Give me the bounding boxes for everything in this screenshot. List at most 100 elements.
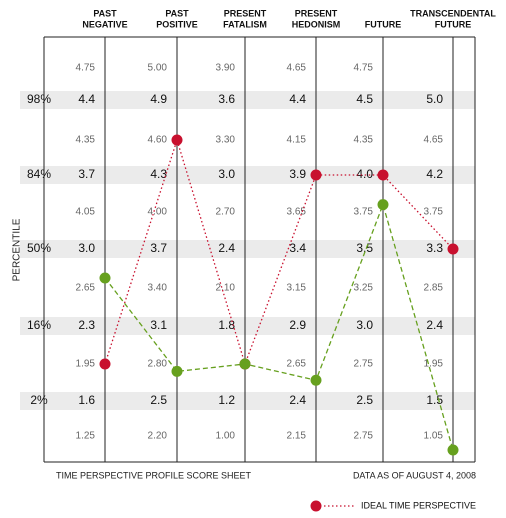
series-dot xyxy=(310,374,322,386)
column-header: FUTURE xyxy=(365,19,402,29)
tick-label: 1.05 xyxy=(424,431,444,442)
tick-label: 3.3 xyxy=(426,241,443,255)
tick-label: 1.00 xyxy=(216,431,236,442)
percentile-band xyxy=(20,317,475,335)
percentile-label: 2% xyxy=(30,393,48,407)
tick-label: 1.95 xyxy=(76,359,96,370)
series-dot xyxy=(310,169,322,181)
tick-label: 1.95 xyxy=(424,359,444,370)
legend-dot xyxy=(310,500,322,512)
percentile-band xyxy=(20,91,475,109)
series-dot xyxy=(377,169,389,181)
tick-label: 4.0 xyxy=(356,167,373,181)
series-dot xyxy=(171,134,183,146)
percentile-label: 84% xyxy=(27,167,51,181)
tick-label: 4.65 xyxy=(287,63,307,74)
column-header: NEGATIVE xyxy=(82,19,127,29)
column-header: TRANSCENDENTAL xyxy=(410,8,496,18)
tick-label: 3.90 xyxy=(216,63,236,74)
tick-label: 2.85 xyxy=(424,283,444,294)
series-line xyxy=(104,137,454,367)
percentile-band xyxy=(20,240,475,258)
tick-label: 3.0 xyxy=(218,167,235,181)
tick-label: 3.9 xyxy=(289,167,306,181)
tick-label: 2.4 xyxy=(218,241,235,255)
series-line xyxy=(104,202,454,451)
series-dot xyxy=(99,358,111,370)
tick-label: 4.05 xyxy=(76,207,96,218)
column-header: PRESENT xyxy=(295,8,338,18)
percentile-band xyxy=(20,166,475,184)
tick-label: 2.5 xyxy=(150,393,167,407)
series-dot xyxy=(171,365,183,377)
y-axis-label: PERCENTILE xyxy=(12,218,23,281)
tick-label: 2.15 xyxy=(287,431,307,442)
tick-label: 1.6 xyxy=(78,393,95,407)
tick-label: 4.75 xyxy=(354,63,374,74)
tick-label: 3.40 xyxy=(148,283,168,294)
tick-label: 4.2 xyxy=(426,167,443,181)
series-dot xyxy=(99,272,111,284)
tick-label: 4.65 xyxy=(424,135,444,146)
percentile-label: 50% xyxy=(27,241,51,255)
column-header: PAST xyxy=(93,8,117,18)
tick-label: 2.65 xyxy=(76,283,96,294)
tick-label: 5.0 xyxy=(426,92,443,106)
tick-label: 2.10 xyxy=(216,283,236,294)
tick-label: 2.75 xyxy=(354,359,374,370)
series-dot xyxy=(239,358,251,370)
percentile-label: 98% xyxy=(27,92,51,106)
tick-label: 4.00 xyxy=(148,207,168,218)
column-header: FUTURE xyxy=(435,19,472,29)
tick-label: 3.7 xyxy=(78,167,95,181)
tick-label: 3.0 xyxy=(78,241,95,255)
tick-label: 3.7 xyxy=(150,241,167,255)
column-header: POSITIVE xyxy=(156,19,198,29)
tick-label: 2.65 xyxy=(287,359,307,370)
tick-label: 1.5 xyxy=(426,393,443,407)
tick-label: 4.35 xyxy=(354,135,374,146)
tick-label: 3.5 xyxy=(356,241,373,255)
tick-label: 4.15 xyxy=(287,135,307,146)
tick-label: 3.0 xyxy=(356,318,373,332)
tick-label: 4.5 xyxy=(356,92,373,106)
tick-label: 4.75 xyxy=(76,63,96,74)
tick-label: 3.6 xyxy=(218,92,235,106)
column-header: FATALISM xyxy=(223,19,267,29)
tick-label: 3.30 xyxy=(216,135,236,146)
tick-label: 4.35 xyxy=(76,135,96,146)
tick-label: 3.25 xyxy=(354,283,374,294)
tick-label: 2.4 xyxy=(426,318,443,332)
percentile-label: 16% xyxy=(27,318,51,332)
footer-left: TIME PERSPECTIVE PROFILE SCORE SHEET xyxy=(56,470,252,480)
tick-label: 1.25 xyxy=(76,431,96,442)
tick-label: 2.5 xyxy=(356,393,373,407)
tick-label: 2.4 xyxy=(289,393,306,407)
tick-label: 1.2 xyxy=(218,393,235,407)
tick-label: 3.4 xyxy=(289,241,306,255)
tick-label: 2.75 xyxy=(354,431,374,442)
legend-label: IDEAL TIME PERSPECTIVE xyxy=(361,500,476,510)
tick-label: 2.70 xyxy=(216,207,236,218)
tick-label: 1.8 xyxy=(218,318,235,332)
series-dot xyxy=(447,444,459,456)
column-header: PRESENT xyxy=(224,8,267,18)
series-dot xyxy=(447,243,459,255)
tick-label: 5.00 xyxy=(148,63,168,74)
tick-label: 3.15 xyxy=(287,283,307,294)
tick-label: 3.75 xyxy=(354,207,374,218)
tick-label: 3.75 xyxy=(424,207,444,218)
tick-label: 4.4 xyxy=(78,92,95,106)
column-header: HEDONISM xyxy=(292,19,341,29)
footer-right: DATA AS OF AUGUST 4, 2008 xyxy=(353,470,476,480)
tick-label: 4.3 xyxy=(150,167,167,181)
tick-label: 2.9 xyxy=(289,318,306,332)
tick-label: 4.60 xyxy=(148,135,168,146)
tick-label: 2.20 xyxy=(148,431,168,442)
column-header: PAST xyxy=(165,8,189,18)
tick-label: 3.65 xyxy=(287,207,307,218)
tick-label: 4.4 xyxy=(289,92,306,106)
tick-label: 4.9 xyxy=(150,92,167,106)
